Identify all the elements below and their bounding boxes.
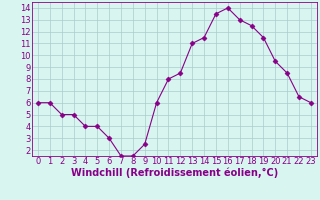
X-axis label: Windchill (Refroidissement éolien,°C): Windchill (Refroidissement éolien,°C) (71, 168, 278, 178)
